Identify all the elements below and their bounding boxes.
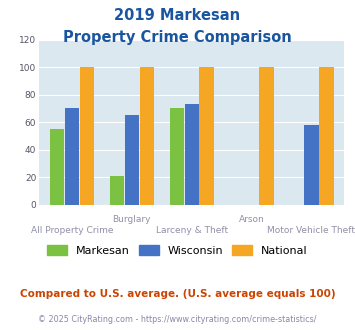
Bar	[110, 176, 124, 205]
Bar	[80, 67, 94, 205]
Bar	[140, 67, 154, 205]
Text: Compared to U.S. average. (U.S. average equals 100): Compared to U.S. average. (U.S. average …	[20, 289, 335, 299]
Bar	[200, 67, 214, 205]
Text: © 2025 CityRating.com - https://www.cityrating.com/crime-statistics/: © 2025 CityRating.com - https://www.city…	[38, 315, 317, 324]
Legend: Markesan, Wisconsin, National: Markesan, Wisconsin, National	[43, 241, 312, 260]
Text: All Property Crime: All Property Crime	[31, 226, 113, 235]
Bar	[260, 67, 274, 205]
Bar	[185, 104, 199, 205]
Bar	[319, 67, 334, 205]
Text: Arson: Arson	[239, 214, 264, 223]
Text: 2019 Markesan: 2019 Markesan	[114, 8, 241, 23]
Bar	[125, 115, 139, 205]
Bar	[65, 108, 79, 205]
Text: Property Crime Comparison: Property Crime Comparison	[63, 30, 292, 45]
Text: Larceny & Theft: Larceny & Theft	[155, 226, 228, 235]
Bar	[304, 125, 318, 205]
Bar	[170, 108, 184, 205]
Text: Burglary: Burglary	[113, 214, 151, 223]
Bar	[50, 129, 64, 205]
Text: Motor Vehicle Theft: Motor Vehicle Theft	[267, 226, 355, 235]
